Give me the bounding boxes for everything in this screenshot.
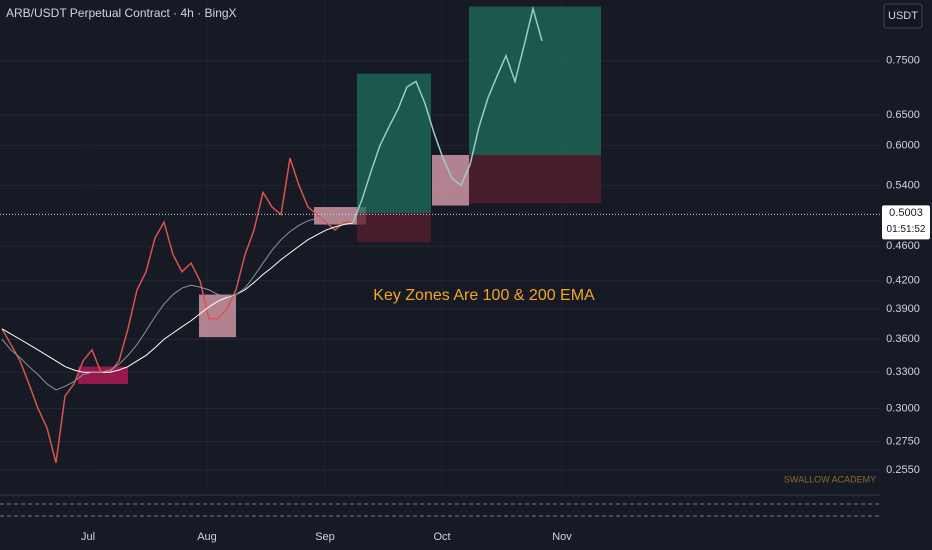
y-tick-label: 0.7500 (886, 55, 920, 67)
annotation: Key Zones Are 100 & 200 EMA (373, 287, 595, 304)
y-tick-label: 0.3300 (886, 366, 920, 378)
zone (357, 73, 431, 214)
countdown-label: 01:51:52 (887, 224, 926, 235)
y-tick-label: 0.6500 (886, 109, 920, 121)
zone (314, 207, 366, 225)
y-tick-label: 0.3600 (886, 333, 920, 345)
current-price-label: 0.5003 (889, 207, 923, 219)
watermark: SWALLOW ACADEMY (784, 474, 876, 484)
price-tag (882, 205, 930, 240)
y-tick-label: 0.5400 (886, 179, 920, 191)
zone (357, 213, 431, 243)
x-tick-label: Jul (81, 531, 95, 543)
currency-label[interactable]: USDT (888, 10, 918, 22)
x-tick-label: Nov (552, 531, 572, 543)
price-line (1, 222, 354, 373)
y-tick-label: 0.3000 (886, 402, 920, 414)
y-tick-label: 0.6000 (886, 139, 920, 151)
y-tick-label: 0.2550 (886, 464, 920, 476)
y-tick-label: 0.4600 (886, 240, 920, 252)
price-line (1, 217, 354, 391)
y-tick-label: 0.2750 (886, 435, 920, 447)
zone (469, 6, 601, 155)
x-tick-label: Oct (433, 531, 450, 543)
price-line (1, 157, 353, 463)
y-tick-label: 0.3900 (886, 303, 920, 315)
price-line (352, 5, 543, 223)
chart-title: ARB/USDT Perpetual Contract · 4h · BingX (6, 6, 237, 20)
currency-button[interactable] (883, 3, 923, 29)
y-tick-label: 0.4200 (886, 275, 920, 287)
x-tick-label: Aug (197, 531, 217, 543)
zone (469, 154, 601, 204)
x-tick-label: Sep (315, 531, 335, 543)
